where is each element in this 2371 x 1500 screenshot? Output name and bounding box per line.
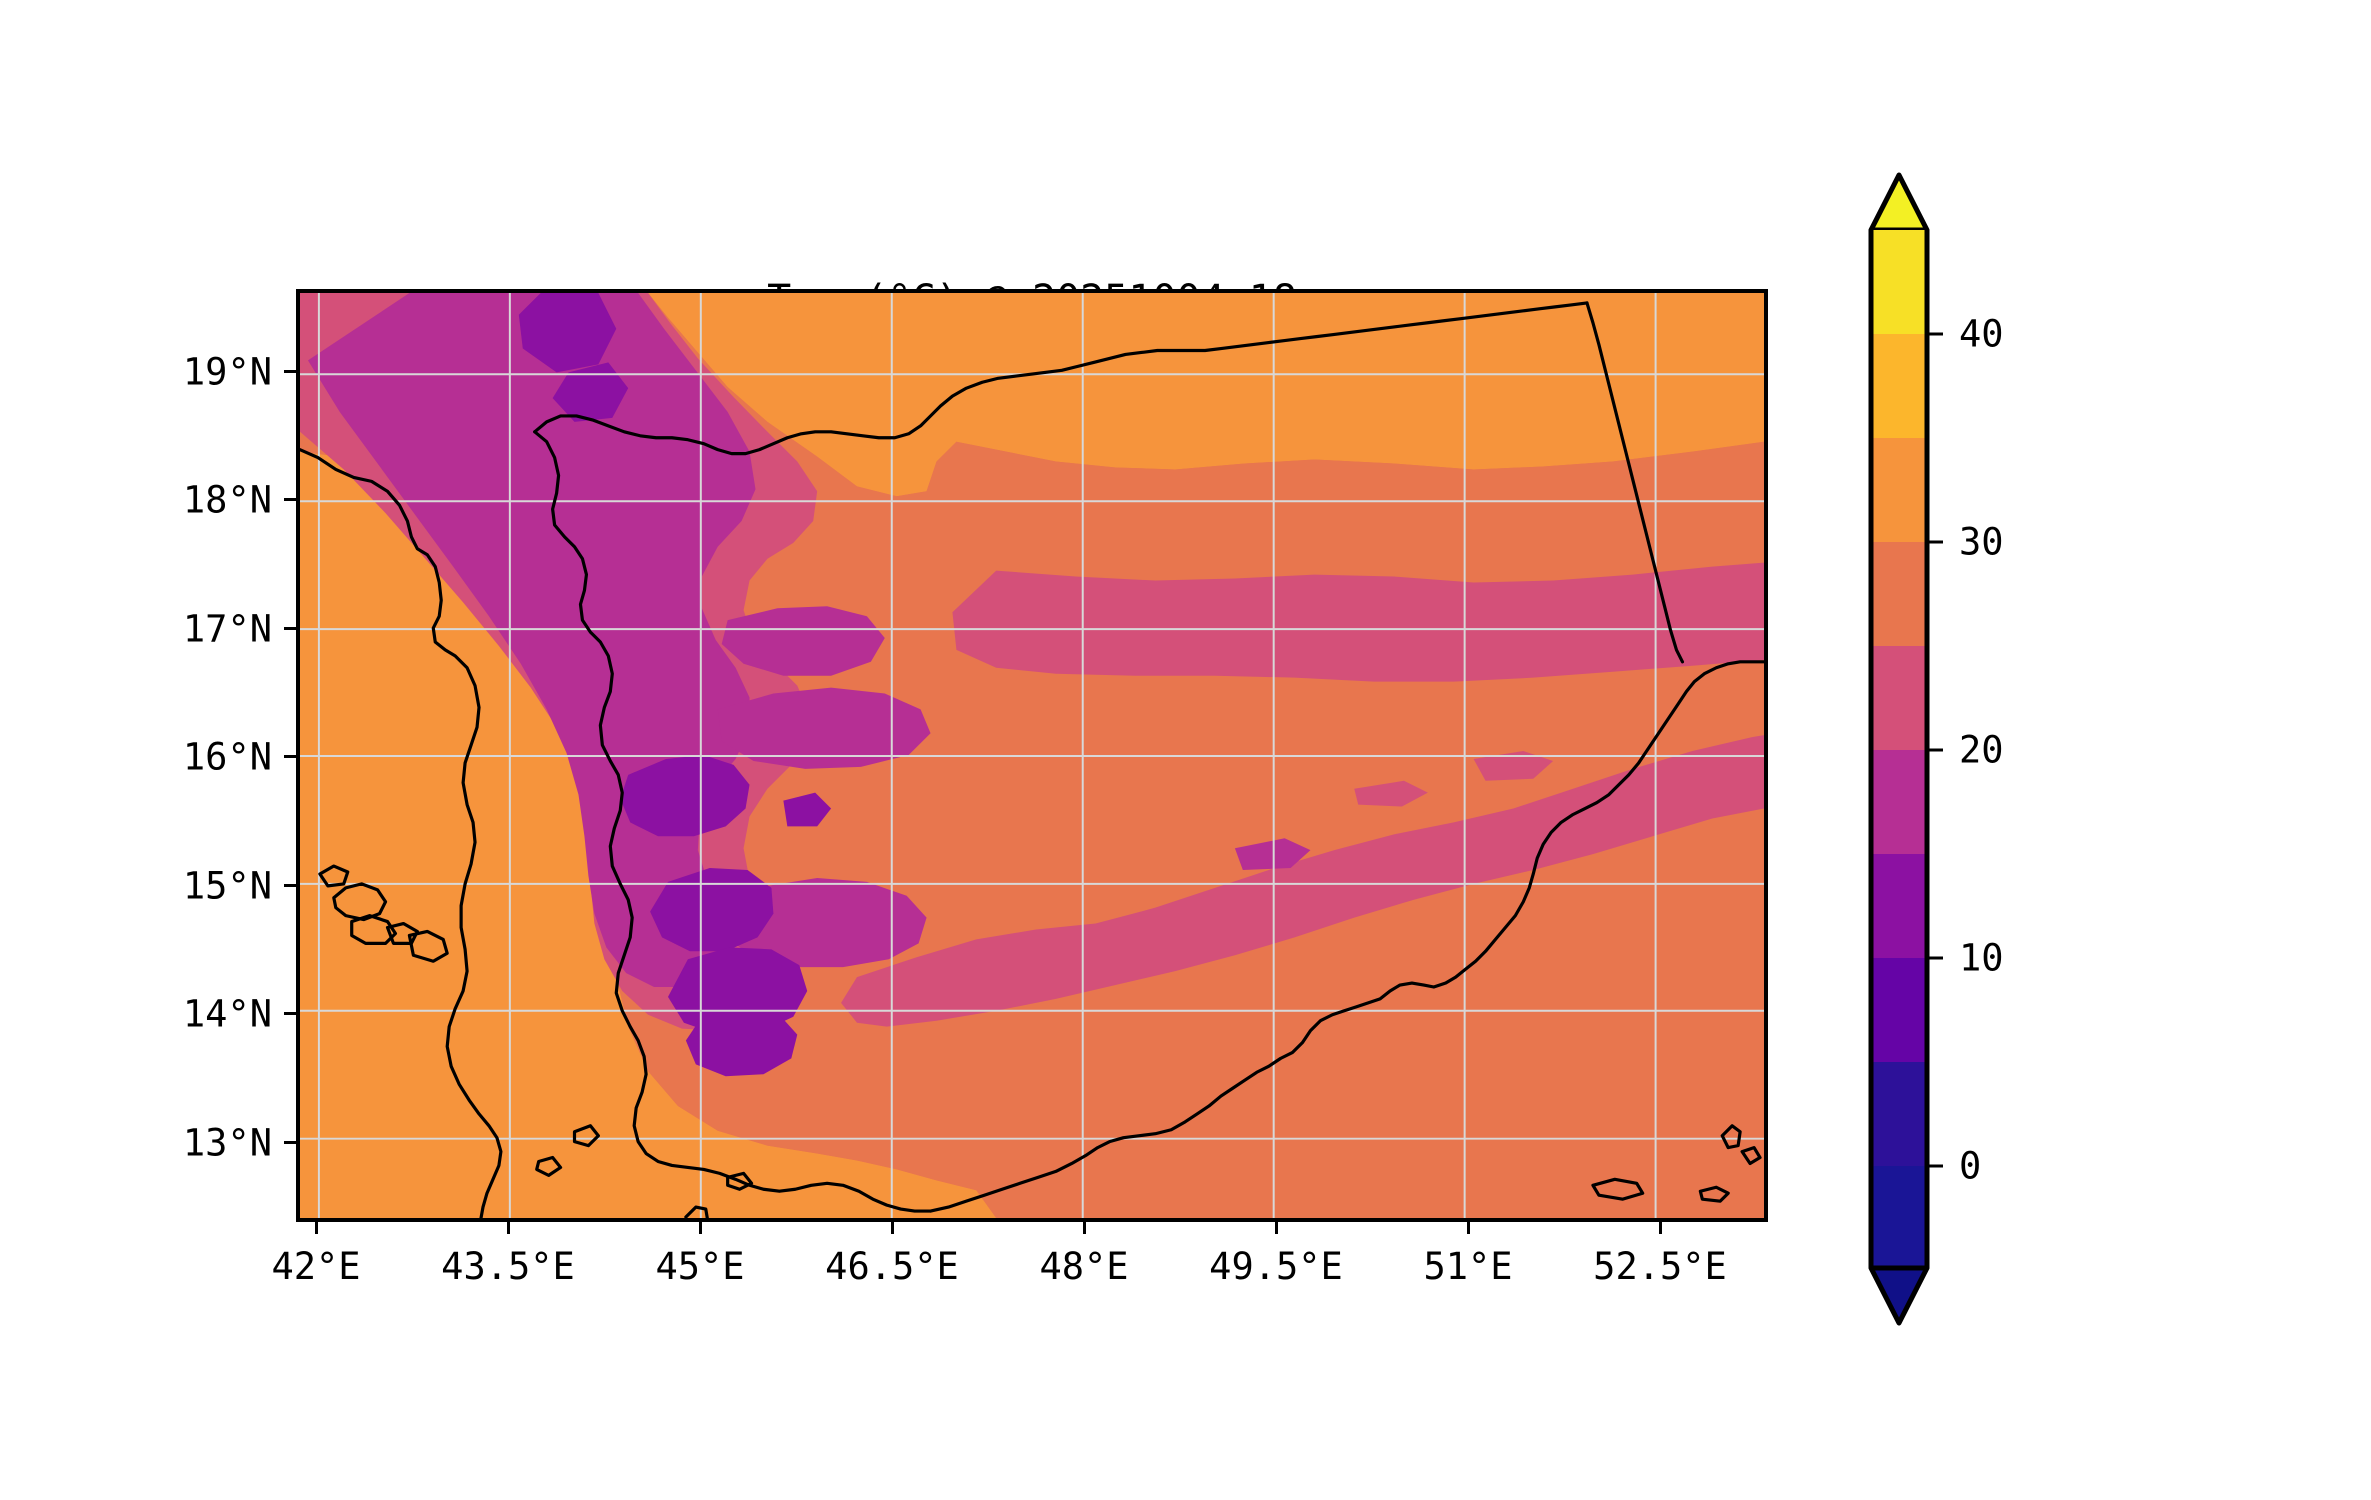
ytick-label-19N: 19°N: [182, 350, 272, 394]
colorbar-gradient: [1868, 172, 1930, 1326]
ytick-mark: [284, 1141, 296, 1144]
colorbar-label-30: 30: [1959, 520, 2004, 564]
xtick-mark: [1659, 1222, 1662, 1234]
map-gridlines: [300, 293, 1764, 1218]
xtick-mark: [315, 1222, 318, 1234]
xtick-label-52-5E: 52.5°E: [1593, 1245, 1727, 1288]
ytick-mark: [284, 498, 296, 501]
xtick-mark: [1467, 1222, 1470, 1234]
colorbar[interactable]: 0 10 20 30 40: [1868, 172, 2004, 1326]
xtick-label-42E: 42°E: [271, 1245, 361, 1288]
xtick-mark: [507, 1222, 510, 1234]
xtick-mark: [699, 1222, 702, 1234]
colorbar-tick-mark: [1927, 1164, 1943, 1168]
coastline-and-border-lines: [300, 301, 1764, 1218]
colorbar-tick-mark: [1927, 748, 1943, 752]
temperature-contour-field: [300, 293, 1764, 1218]
ytick-mark: [284, 627, 296, 630]
ytick-mark: [284, 755, 296, 758]
xtick-mark: [891, 1222, 894, 1234]
xtick-label-46-5E: 46.5°E: [825, 1245, 959, 1288]
xtick-label-51E: 51°E: [1423, 1245, 1513, 1288]
ytick-mark: [284, 370, 296, 373]
xtick-label-49-5E: 49.5°E: [1209, 1245, 1343, 1288]
colorbar-label-0: 0: [1959, 1144, 1982, 1188]
xtick-label-45E: 45°E: [655, 1245, 745, 1288]
xtick-mark: [1083, 1222, 1086, 1234]
colorbar-tick-mark: [1927, 540, 1943, 544]
colorbar-label-20: 20: [1959, 728, 2004, 772]
ytick-mark: [284, 1012, 296, 1015]
colorbar-tick-mark: [1927, 956, 1943, 960]
colorbar-label-40: 40: [1959, 312, 2004, 356]
ytick-label-18N: 18°N: [182, 478, 272, 522]
ytick-mark: [284, 884, 296, 887]
colorbar-tick-mark: [1927, 332, 1943, 336]
ytick-label-13N: 13°N: [182, 1121, 272, 1165]
ytick-label-14N: 14°N: [182, 992, 272, 1036]
ytick-label-16N: 16°N: [182, 735, 272, 779]
map-plot-area[interactable]: [296, 289, 1768, 1222]
xtick-label-48E: 48°E: [1039, 1245, 1129, 1288]
ytick-label-15N: 15°N: [182, 864, 272, 908]
colorbar-label-10: 10: [1959, 936, 2004, 980]
ytick-label-17N: 17°N: [182, 607, 272, 651]
xtick-mark: [1275, 1222, 1278, 1234]
xtick-label-43-5E: 43.5°E: [441, 1245, 575, 1288]
